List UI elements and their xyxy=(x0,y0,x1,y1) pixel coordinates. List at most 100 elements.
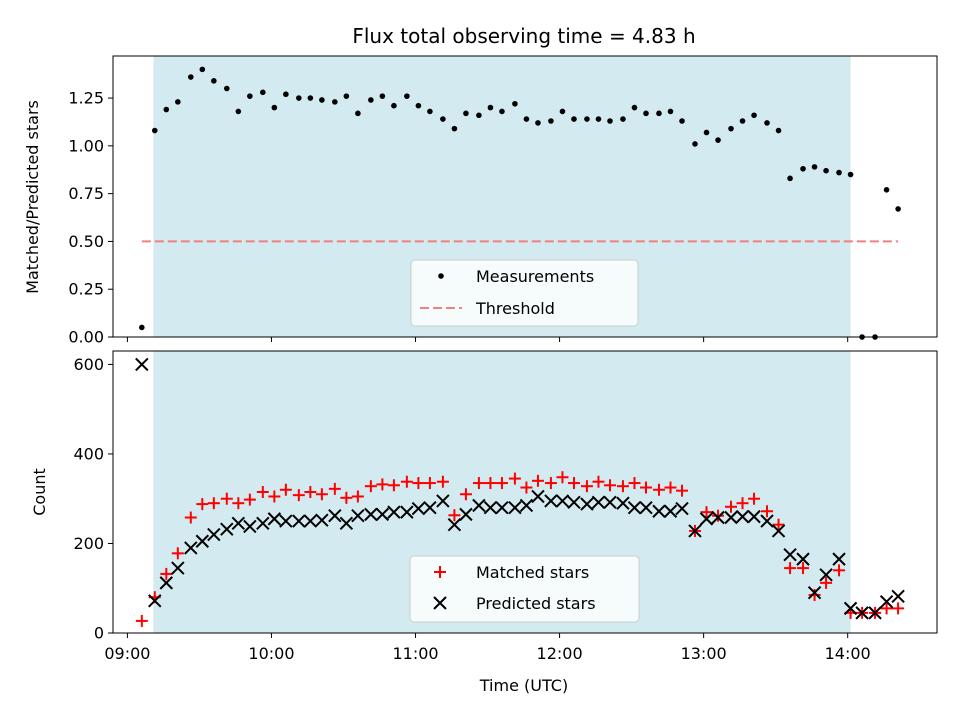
y-tick-label: 1.25 xyxy=(68,89,104,108)
y-tick-label: 600 xyxy=(73,355,104,374)
matched-stars-point xyxy=(544,477,557,490)
matched-stars-point xyxy=(268,490,281,503)
predicted-stars-point xyxy=(411,501,426,516)
measurement-point xyxy=(667,108,674,115)
measurement-point xyxy=(139,324,145,331)
matched-stars-point xyxy=(315,488,328,501)
matched-stars-point xyxy=(833,564,846,577)
predicted-stars-point xyxy=(663,504,678,518)
matched-stars-point xyxy=(256,486,269,498)
matched-stars-point xyxy=(772,518,785,531)
x-tick-label: 10:00 xyxy=(248,644,294,663)
predicted-stars-point xyxy=(483,500,498,515)
predicted-stars-point xyxy=(531,489,545,504)
predicted-stars-point xyxy=(243,519,257,534)
measurement-point xyxy=(559,108,566,115)
predicted-stars-point xyxy=(159,576,174,590)
matched-stars-point xyxy=(736,497,749,510)
measurement-point xyxy=(499,108,505,115)
measurement-point xyxy=(355,110,361,117)
measurement-point xyxy=(271,104,278,111)
matched-stars-point xyxy=(880,602,893,615)
matched-stars-point xyxy=(160,567,173,580)
x-tick-label: 11:00 xyxy=(392,644,438,663)
measurement-point xyxy=(463,110,469,117)
measurement-point xyxy=(487,104,494,111)
measurement-point xyxy=(523,116,530,122)
measurement-point xyxy=(343,93,350,99)
matched-stars-point xyxy=(279,483,292,496)
matched-stars-point xyxy=(700,506,713,519)
predicted-stars-point xyxy=(555,494,570,508)
x-tick-label: 12:00 xyxy=(537,644,583,663)
y-tick-label: 400 xyxy=(73,444,104,463)
matched-stars-point xyxy=(448,509,461,522)
predicted-stars-point xyxy=(855,606,869,620)
axes-frame-bottom xyxy=(112,350,938,634)
measurement-point xyxy=(235,108,242,115)
measurement-point xyxy=(607,118,613,124)
measurement-point xyxy=(332,99,338,105)
measurement-point xyxy=(163,106,170,113)
measurement-point xyxy=(548,118,554,124)
measurement-point xyxy=(512,100,518,107)
predicted-stars-point xyxy=(207,527,221,542)
matched-stars-point xyxy=(725,500,737,513)
measurement-point xyxy=(584,116,590,122)
matched-stars-point xyxy=(580,480,593,493)
y-tick-label: 0.75 xyxy=(68,184,104,203)
x-tick-label: 13:00 xyxy=(681,644,727,663)
legend-matched-marker xyxy=(434,566,446,578)
predicted-stars-point xyxy=(603,495,617,510)
measurement-point xyxy=(631,104,638,111)
y-tick-label: 0.50 xyxy=(68,232,104,251)
predicted-stars-point xyxy=(315,513,329,527)
measurement-point xyxy=(211,78,217,84)
predicted-stars-point xyxy=(279,514,293,528)
panel-counts: 0 200 400 600 09:00 10:00 11:00 12:00 13:00 14:0… xyxy=(30,350,938,695)
chart-title: Flux total observing time = 4.83 h xyxy=(352,24,695,48)
predicted-stars-point xyxy=(328,509,342,523)
matched-stars-point xyxy=(676,484,689,497)
matched-stars-point xyxy=(495,477,508,490)
predicted-stars-point xyxy=(339,516,354,531)
y-tick-label: 0 xyxy=(94,624,104,643)
predicted-stars-point xyxy=(627,500,642,515)
predicted-stars-point xyxy=(231,516,246,531)
matched-stars-point xyxy=(712,509,725,522)
measurement-point xyxy=(620,116,626,122)
predicted-stars-point xyxy=(652,504,666,518)
measurement-point xyxy=(368,97,374,103)
matched-stars-point xyxy=(171,547,184,560)
measurement-point xyxy=(643,110,649,117)
matched-stars-point xyxy=(243,493,256,506)
legend-predicted-marker xyxy=(433,596,447,610)
matched-stars-point xyxy=(412,477,425,490)
measurement-point xyxy=(224,85,230,92)
predicted-stars-point xyxy=(771,524,786,538)
predicted-stars-point xyxy=(472,498,486,513)
predicted-stars-point xyxy=(879,594,894,609)
matched-stars-point xyxy=(484,477,497,490)
measurement-point xyxy=(595,116,602,122)
matched-stars-point xyxy=(820,576,833,589)
predicted-stars-point xyxy=(495,500,509,515)
predicted-stars-point xyxy=(783,547,797,562)
x-tick-label: 09:00 xyxy=(104,644,150,663)
measurement-point xyxy=(415,102,422,109)
legend-bottom: Matched stars Predicted stars xyxy=(409,555,640,623)
matched-stars-point xyxy=(748,492,761,505)
y-tick-label: 1.00 xyxy=(68,136,104,155)
predicted-stars-point xyxy=(292,514,306,528)
axes-frame-top xyxy=(112,55,938,338)
measurement-point xyxy=(451,125,458,132)
predicted-stars-point xyxy=(580,497,594,511)
predicted-stars-point xyxy=(891,589,905,604)
predicted-stars-point xyxy=(544,494,558,508)
measurement-point xyxy=(247,93,253,99)
predicted-stars-point xyxy=(699,512,714,526)
predicted-stars-point xyxy=(639,500,653,515)
predicted-stars-point xyxy=(267,512,282,526)
measurement-point xyxy=(728,125,734,132)
measurement-point xyxy=(151,127,158,134)
